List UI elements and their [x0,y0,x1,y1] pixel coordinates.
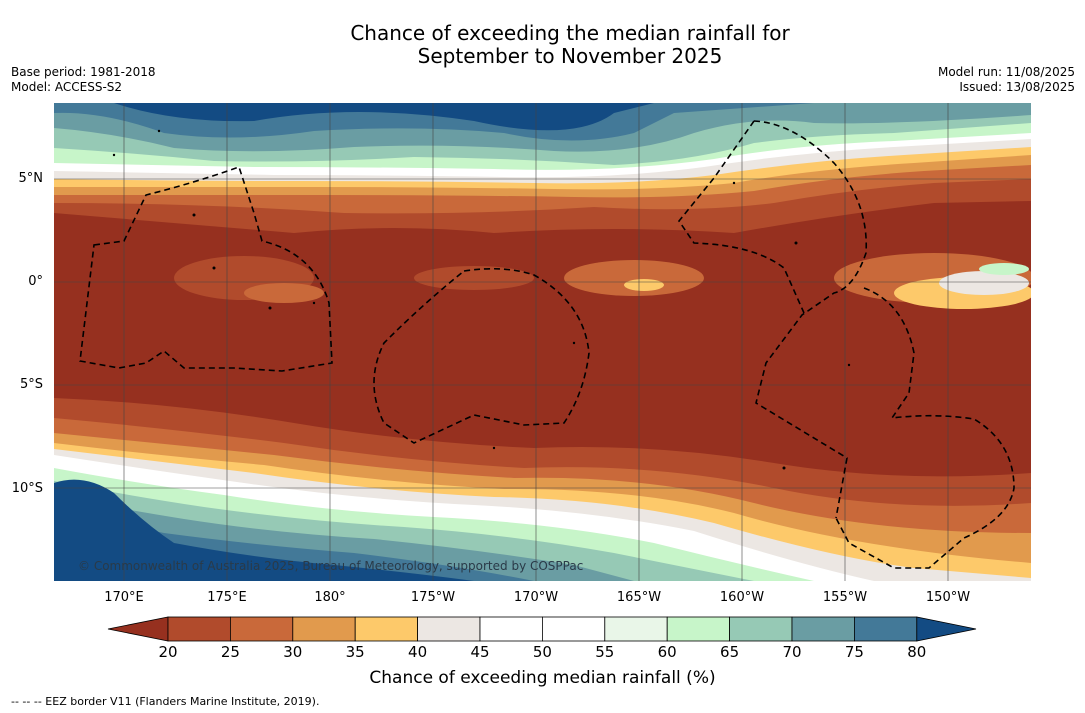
map-title: Chance of exceeding the median rainfall … [0,22,1085,68]
lat-label-10s: 10°S [11,481,43,496]
colorbar-tick-label: 60 [657,643,677,661]
south-band-80 [54,479,474,581]
colorbar-tick-label: 35 [345,643,365,661]
eez-kiribati-phoenix [373,267,590,444]
colorbar-tick-label: 30 [283,643,303,661]
title-line-2: September to November 2025 [417,44,723,68]
patch-2 [244,283,324,303]
colorbar-cell [854,616,918,642]
base-period-text: Base period: 1981-2018 [11,65,156,79]
colorbar-cell [417,616,481,642]
eez-kiribati-line-2 [678,120,805,314]
colorbar-tick-label: 55 [595,643,615,661]
lat-label-5n: 5°N [18,171,44,186]
colorbar-tick-label: 70 [782,643,802,661]
copyright-notice: © Commonwealth of Australia 2025, Bureau… [78,559,584,573]
lon-label-175e: 175°E [207,590,247,605]
lon-label-175w: 175°W [410,590,456,605]
eez-kiribati-line [753,120,868,519]
colorbar-tick-label: 40 [408,643,428,661]
lon-label-165w: 165°W [616,590,662,605]
colorbar-cell [604,616,668,642]
eez-borders [79,120,1015,569]
colorbar-tick-label: 65 [720,643,740,661]
eez-cook [835,287,1015,569]
colorbar-arrow-high [916,616,977,642]
islands [112,129,851,470]
gridlines [54,103,1031,581]
colorbar-tick-label: 25 [220,643,240,661]
colorbar-tick-label: 75 [844,643,864,661]
lon-label-170w: 170°W [513,590,559,605]
issued-text: Issued: 13/08/2025 [959,80,1075,94]
colorbar-tick-label: 50 [532,643,552,661]
lat-label-0: 0° [28,274,43,289]
lon-label-170e: 170°E [104,590,144,605]
colorbar-arrow-low [107,616,169,642]
patch-9 [414,266,534,290]
eez-kiribati-gilbert [79,165,333,372]
colorbar-cell [542,616,606,642]
patch-8 [979,263,1029,275]
colorbar-tick-label: 20 [158,643,178,661]
colorbar-tick-label: 80 [907,643,927,661]
lat-label-5s: 5°S [19,377,43,392]
meta-right: Model run: 11/08/2025 Issued: 13/08/2025 [938,65,1075,95]
colorbar-cell [229,616,294,642]
title-line-1: Chance of exceeding the median rainfall … [350,21,790,45]
colorbar-cell [292,616,356,642]
meta-left: Base period: 1981-2018 Model: ACCESS-S2 [11,65,156,95]
lon-label-180: 180° [314,590,346,605]
colorbar-label: Chance of exceeding median rainfall (%) [369,668,716,688]
colorbar-cell [791,616,855,642]
model-run-text: Model run: 11/08/2025 [937,65,1075,79]
lon-label-150w: 150°W [925,590,971,605]
colorbar-tick-label: 45 [470,643,490,661]
colorbar-cell [479,616,543,642]
eez-footnote: -- -- -- EEZ border V11 (Flanders Marine… [11,695,320,708]
lon-label-155w: 155°W [822,590,868,605]
patch-7 [939,271,1029,295]
model-text: Model: ACCESS-S2 [11,80,123,94]
colorbar-cells [107,616,977,642]
rainfall-map-svg [54,103,1031,581]
colorbar-cell [729,616,793,642]
colorbar-cell [354,616,419,642]
colorbar-cell [167,616,231,642]
patch-3 [564,260,704,296]
rainfall-map [54,103,1031,581]
lon-label-160w: 160°W [719,590,765,605]
patch-4 [624,279,664,291]
colorbar-cell [666,616,731,642]
